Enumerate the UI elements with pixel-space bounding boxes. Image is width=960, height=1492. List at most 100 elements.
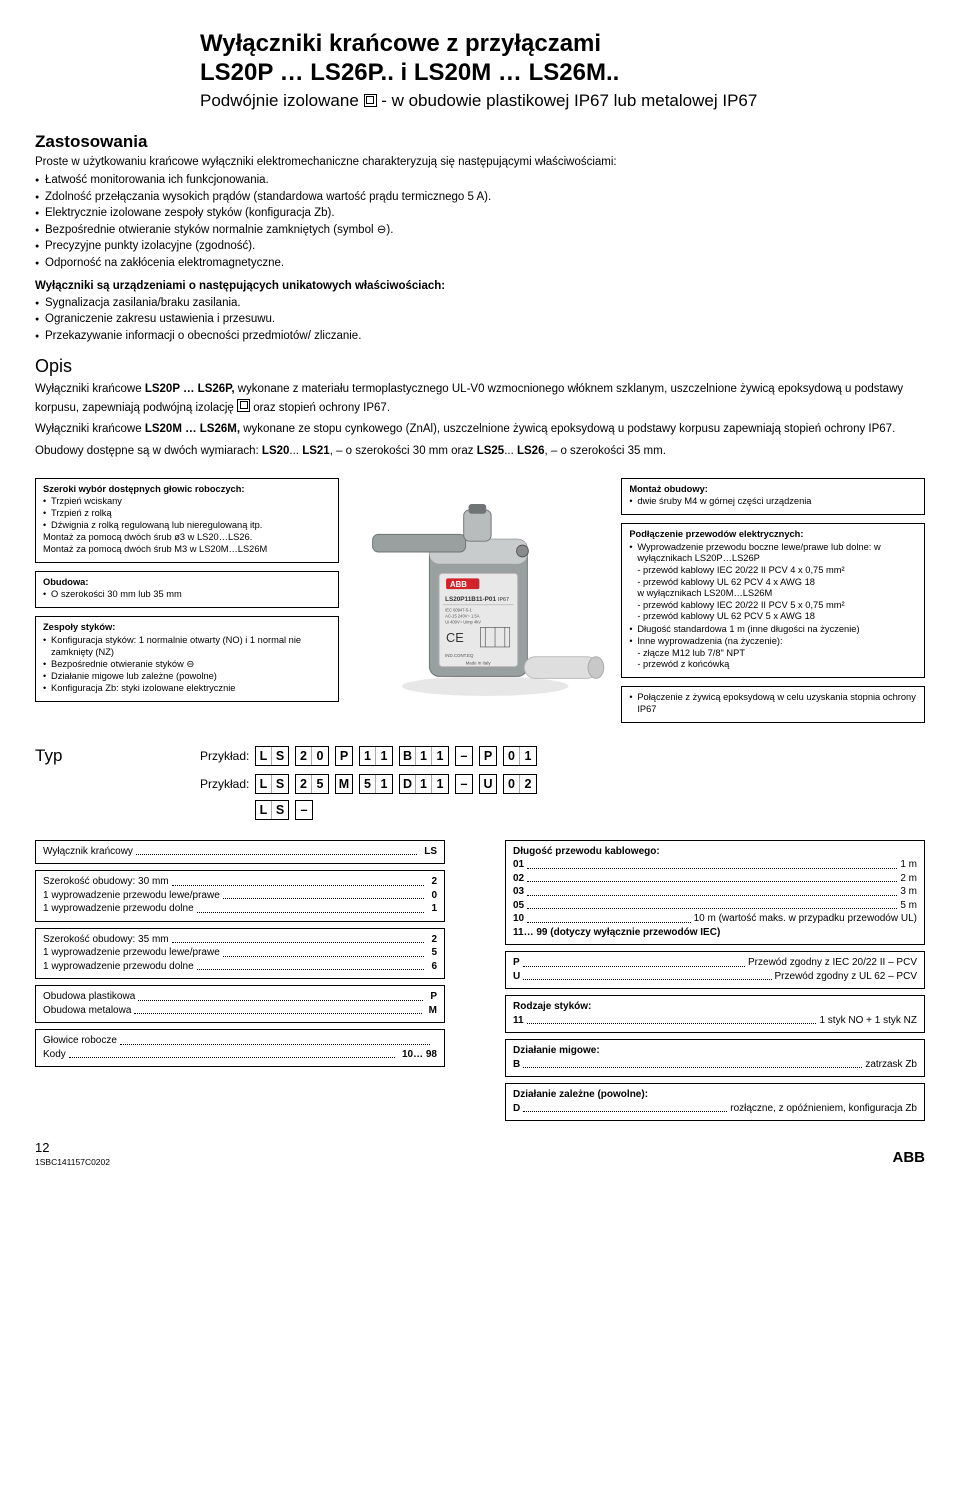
info-box: Wyłącznik krańcowyLS — [35, 840, 445, 865]
zastosowania-list2: Sygnalizacja zasilania/braku zasilania.O… — [35, 296, 925, 345]
info-val: Przewód zgodny z IEC 20/22 II – PCV — [748, 956, 917, 970]
info-row: Długość przewodu kablowego: — [513, 845, 917, 859]
opis-p3: Obudowy dostępne są w dwóch wymiarach: L… — [35, 444, 925, 460]
info-val: 1 m — [900, 858, 917, 872]
opis-p2: Wyłączniki krańcowe LS20M … LS26M, wykon… — [35, 422, 925, 438]
info-row: Działanie migowe: — [513, 1044, 917, 1058]
info-row: UPrzewód zgodny z UL 62 – PCV — [513, 970, 917, 984]
brand-logo: ABB — [893, 1148, 926, 1168]
callout-box: Zespoły styków:Konfiguracja styków: 1 no… — [35, 616, 339, 702]
callout-box: Podłączenie przewodów elektrycznych:Wypr… — [621, 523, 925, 678]
typ-sublabel: Przykład: — [200, 776, 255, 792]
doc-code: 1SBC141157C0202 — [35, 1157, 110, 1168]
code-cell: M — [336, 775, 352, 793]
info-key: 1 wyprowadzenie przewodu lewe/prawe — [43, 889, 220, 903]
double-insulation-icon — [364, 94, 377, 107]
info-box: Rodzaje styków:111 styk NO + 1 styk NZ — [505, 995, 925, 1033]
info-key: Kody — [43, 1048, 66, 1062]
callout-item: dwie śruby M4 w górnej części urządzenia — [629, 496, 917, 508]
code-cell: 5 — [312, 775, 328, 793]
page-number: 12 — [35, 1139, 110, 1157]
code-cell: S — [272, 775, 288, 793]
info-val: 2 — [427, 933, 437, 947]
info-key: Działanie migowe: — [513, 1044, 600, 1058]
device-illustration: ABB LS20P11B11-P01 IP67 IEC 60947-5-1 AC… — [353, 478, 608, 718]
info-row: 1010 m (wartość maks. w przypadku przewo… — [513, 912, 917, 926]
info-val: LS — [420, 845, 437, 859]
info-val: 10 m (wartość maks. w przypadku przewodó… — [694, 912, 917, 926]
document-header: Wyłączniki krańcowe z przyłączami LS20P … — [200, 30, 925, 113]
info-key: D — [513, 1102, 520, 1116]
info-key: U — [513, 970, 520, 984]
code-cell: 1 — [360, 747, 376, 765]
info-row: Wyłącznik krańcowyLS — [43, 845, 437, 859]
callout-box: Montaż obudowy:dwie śruby M4 w górnej cz… — [621, 478, 925, 516]
info-key: Obudowa plastikowa — [43, 990, 135, 1004]
code-cell: L — [256, 747, 272, 765]
callout-item: Działanie migowe lub zależne (powolne) — [43, 671, 331, 683]
info-box: Działanie zależne (powolne):Drozłączne, … — [505, 1083, 925, 1121]
list-item: Elektrycznie izolowane zespoły styków (k… — [35, 206, 925, 222]
code-cell: 2 — [296, 775, 312, 793]
callout-item: Bezpośrednie otwieranie styków ⊖ — [43, 659, 331, 671]
callout-item: Dźwignia z rolką regulowaną lub nieregul… — [43, 520, 331, 532]
callout-item: Trzpień wciskany — [43, 496, 331, 508]
callout-item: Wyprowadzenie przewodu boczne lewe/prawe… — [629, 542, 917, 623]
info-row: 1 wyprowadzenie przewodu dolne 1 — [43, 902, 437, 916]
info-box: Długość przewodu kablowego:011 m022 m033… — [505, 840, 925, 946]
double-insulation-icon — [237, 399, 250, 412]
info-row: Szerokość obudowy: 35 mm2 — [43, 933, 437, 947]
info-val — [433, 1034, 437, 1048]
list-item: Łatwość monitorowania ich funkcjonowania… — [35, 173, 925, 189]
code-box: B11 — [399, 746, 449, 766]
info-row: Głowice robocze — [43, 1034, 437, 1048]
code-cell: 5 — [360, 775, 376, 793]
info-row: Bzatrzask Zb — [513, 1058, 917, 1072]
typ-section: TypPrzykład:LS20P11B11–P01Przykład:LS25M… — [35, 745, 925, 820]
callout-item: Inne wyprowadzenia (na życzenie): — [629, 636, 917, 648]
info-key: Rodzaje styków: — [513, 1000, 591, 1014]
svg-text:LS20P11B11-P01: LS20P11B11-P01 — [445, 595, 496, 602]
typ-row: TypPrzykład:LS20P11B11–P01 — [35, 745, 925, 768]
info-row: Szerokość obudowy: 30 mm2 — [43, 875, 437, 889]
typ-row: Przykład:LS25M51D11–U02 — [35, 774, 925, 794]
info-key: Szerokość obudowy: 30 mm — [43, 875, 169, 889]
code-box: U — [479, 774, 497, 794]
info-row: Obudowa plastikowaP — [43, 990, 437, 1004]
section-opis-heading: Opis — [35, 354, 925, 378]
info-box: PPrzewód zgodny z IEC 20/22 II – PCVUPrz… — [505, 951, 925, 989]
info-row: Drozłączne, z opóźnieniem, konfiguracja … — [513, 1102, 917, 1116]
zastosowania-list: Łatwość monitorowania ich funkcjonowania… — [35, 173, 925, 271]
code-cell: D — [400, 775, 416, 793]
info-box: Działanie migowe:Bzatrzask Zb — [505, 1039, 925, 1077]
info-key: Obudowa metalowa — [43, 1004, 131, 1018]
code-cell: 1 — [432, 747, 448, 765]
opis-p1: Wyłączniki krańcowe LS20P … LS26P, wykon… — [35, 382, 925, 416]
list-item: Zdolność przełączania wysokich prądów (s… — [35, 190, 925, 206]
info-row: 1 wyprowadzenie przewodu lewe/prawe0 — [43, 889, 437, 903]
svg-text:Ui 400V~ Uimp 4kV: Ui 400V~ Uimp 4kV — [445, 619, 481, 624]
info-val: zatrzask Zb — [865, 1058, 917, 1072]
info-key: Działanie zależne (powolne): — [513, 1088, 648, 1102]
info-val: 1 — [427, 902, 437, 916]
info-row: 055 m — [513, 899, 917, 913]
code-cell: P — [480, 747, 496, 765]
info-row: Kody 10… 98 — [43, 1048, 437, 1062]
info-row: Rodzaje styków: — [513, 1000, 917, 1014]
code-cell: – — [456, 775, 472, 793]
code-box: 11 — [359, 746, 393, 766]
info-key: Głowice robocze — [43, 1034, 117, 1048]
info-val: 10… 98 — [398, 1048, 437, 1062]
code-cell: 0 — [504, 775, 520, 793]
code-box: 20 — [295, 746, 329, 766]
info-val: M — [425, 1004, 437, 1018]
callout-tail: - złącze M12 lub 7/8" NPT — [629, 648, 917, 660]
code-box: 01 — [503, 746, 537, 766]
callout-item: Trzpień z rolką — [43, 508, 331, 520]
code-box: – — [295, 800, 313, 820]
callout-title: Podłączenie przewodów elektrycznych: — [629, 529, 917, 541]
callout-title: Montaż obudowy: — [629, 484, 917, 496]
info-val: 5 — [427, 946, 437, 960]
code-cell: 1 — [376, 747, 392, 765]
info-key: 1 wyprowadzenie przewodu dolne — [43, 902, 194, 916]
